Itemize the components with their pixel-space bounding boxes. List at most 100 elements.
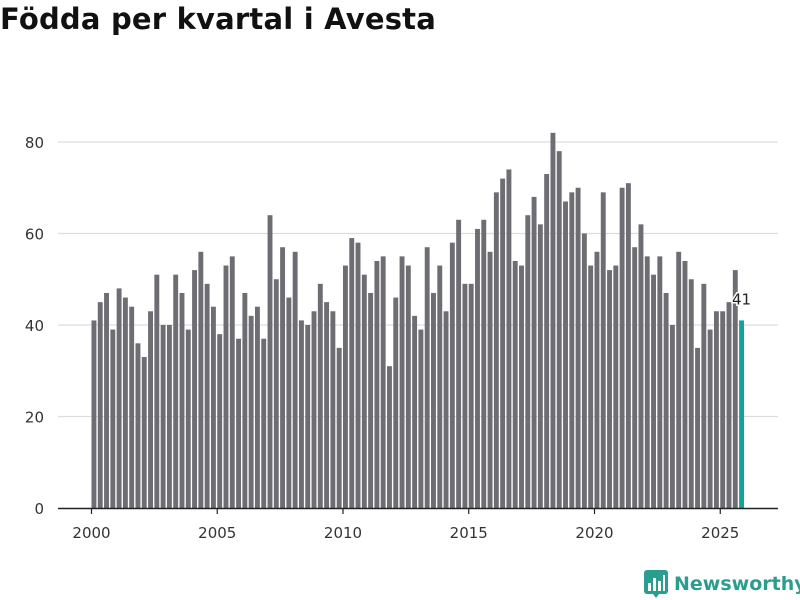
bar[interactable] bbox=[185, 329, 191, 508]
bar[interactable] bbox=[418, 329, 424, 508]
bar[interactable] bbox=[563, 201, 568, 508]
bar[interactable] bbox=[644, 256, 650, 508]
bar[interactable] bbox=[619, 187, 625, 508]
newsworthy-brand[interactable]: Newsworthy bbox=[644, 568, 800, 600]
bar[interactable] bbox=[242, 292, 248, 508]
bar[interactable] bbox=[355, 242, 361, 508]
bar[interactable] bbox=[544, 174, 550, 508]
bar[interactable] bbox=[116, 288, 122, 508]
bar[interactable] bbox=[669, 325, 675, 508]
bar[interactable] bbox=[531, 196, 537, 508]
bar[interactable] bbox=[487, 251, 493, 509]
bar[interactable] bbox=[600, 192, 606, 508]
bar[interactable] bbox=[462, 283, 468, 508]
bar[interactable] bbox=[663, 292, 669, 508]
bar[interactable] bbox=[154, 274, 160, 508]
bar-latest[interactable] bbox=[739, 320, 745, 508]
bar[interactable] bbox=[399, 256, 405, 508]
bar[interactable] bbox=[204, 283, 210, 508]
bar[interactable] bbox=[613, 265, 619, 508]
bar[interactable] bbox=[713, 311, 719, 508]
bar[interactable] bbox=[506, 169, 512, 508]
bar[interactable] bbox=[732, 270, 738, 508]
bar[interactable] bbox=[273, 279, 279, 508]
bar[interactable] bbox=[449, 242, 455, 508]
bar[interactable] bbox=[292, 251, 298, 509]
bar[interactable] bbox=[682, 260, 688, 508]
bar[interactable] bbox=[437, 265, 443, 508]
bar[interactable] bbox=[475, 228, 480, 509]
bar[interactable] bbox=[217, 334, 223, 508]
bar[interactable] bbox=[368, 292, 374, 508]
bar[interactable] bbox=[248, 315, 254, 508]
bar[interactable] bbox=[173, 274, 179, 508]
bar[interactable] bbox=[166, 325, 172, 508]
bar[interactable] bbox=[380, 256, 386, 508]
bar[interactable] bbox=[141, 357, 147, 508]
bar[interactable] bbox=[192, 270, 198, 508]
bar[interactable] bbox=[412, 315, 418, 508]
bar[interactable] bbox=[726, 302, 732, 508]
bar[interactable] bbox=[688, 279, 694, 508]
bar[interactable] bbox=[286, 297, 292, 508]
bar[interactable] bbox=[701, 283, 707, 508]
bar[interactable] bbox=[481, 219, 487, 508]
bar[interactable] bbox=[229, 256, 235, 508]
bar[interactable] bbox=[387, 366, 392, 508]
bar[interactable] bbox=[468, 283, 474, 508]
bar[interactable] bbox=[104, 292, 109, 508]
bar[interactable] bbox=[135, 343, 141, 508]
bar[interactable] bbox=[569, 192, 575, 508]
bar[interactable] bbox=[210, 306, 216, 508]
bar[interactable] bbox=[305, 325, 311, 508]
bar[interactable] bbox=[588, 265, 594, 508]
bar[interactable] bbox=[267, 215, 273, 508]
bar[interactable] bbox=[575, 187, 581, 508]
bar[interactable] bbox=[236, 338, 242, 508]
bar[interactable] bbox=[298, 320, 304, 508]
bar[interactable] bbox=[393, 297, 399, 508]
bar[interactable] bbox=[632, 247, 638, 508]
bar[interactable] bbox=[581, 233, 587, 509]
bar[interactable] bbox=[537, 224, 543, 508]
bar[interactable] bbox=[349, 238, 355, 508]
bar[interactable] bbox=[160, 325, 166, 508]
bar[interactable] bbox=[311, 311, 317, 508]
bar[interactable] bbox=[657, 256, 663, 508]
bar[interactable] bbox=[91, 320, 97, 508]
bar[interactable] bbox=[443, 311, 449, 508]
bar[interactable] bbox=[456, 219, 462, 508]
bar[interactable] bbox=[97, 302, 103, 508]
bar[interactable] bbox=[695, 347, 701, 508]
bar[interactable] bbox=[594, 251, 600, 509]
bar[interactable] bbox=[525, 215, 531, 508]
bar[interactable] bbox=[720, 311, 726, 508]
bar[interactable] bbox=[556, 151, 562, 508]
bar[interactable] bbox=[651, 274, 656, 508]
bar[interactable] bbox=[638, 224, 644, 508]
bar[interactable] bbox=[374, 260, 380, 508]
bar[interactable] bbox=[261, 338, 267, 508]
bar[interactable] bbox=[129, 306, 135, 508]
bar[interactable] bbox=[625, 183, 631, 509]
bar[interactable] bbox=[254, 306, 260, 508]
bar[interactable] bbox=[198, 251, 204, 509]
bar[interactable] bbox=[424, 247, 430, 508]
bar[interactable] bbox=[519, 265, 524, 508]
bar[interactable] bbox=[122, 297, 128, 508]
bar[interactable] bbox=[324, 302, 330, 508]
bar[interactable] bbox=[148, 311, 153, 508]
bar[interactable] bbox=[405, 265, 411, 508]
bar[interactable] bbox=[550, 132, 556, 508]
bar[interactable] bbox=[676, 251, 682, 509]
bar[interactable] bbox=[223, 265, 229, 508]
bar[interactable] bbox=[336, 347, 342, 508]
bar[interactable] bbox=[361, 274, 367, 508]
bar[interactable] bbox=[343, 265, 348, 508]
bar[interactable] bbox=[500, 178, 506, 508]
bar[interactable] bbox=[431, 292, 436, 508]
bar[interactable] bbox=[317, 283, 323, 508]
bar[interactable] bbox=[493, 192, 499, 508]
bar[interactable] bbox=[512, 260, 518, 508]
bar[interactable] bbox=[707, 329, 713, 508]
